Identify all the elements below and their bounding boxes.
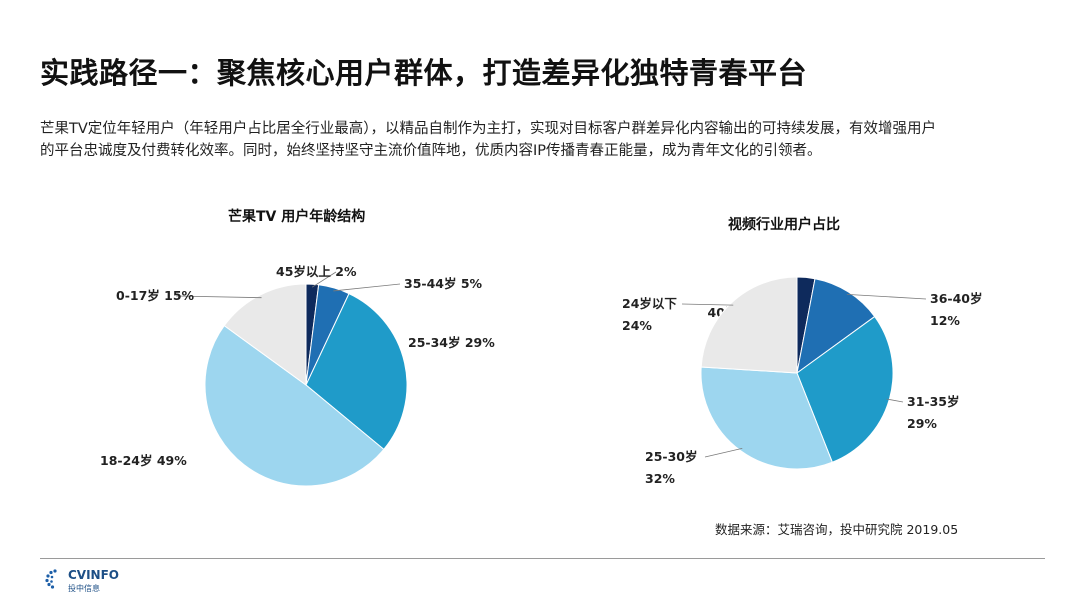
chart-2-label-3: 31-35岁 29% [907, 394, 959, 431]
chart-1-leader-2 [333, 283, 401, 292]
logo-subtitle: 投中信息 [68, 584, 100, 593]
chart-2-leader-2 [846, 293, 927, 300]
chart-2-slice-5 [700, 276, 798, 374]
logo-name: CVINFO [68, 568, 119, 582]
chart-2-slice-4 [700, 366, 833, 470]
footer-divider [40, 558, 1045, 559]
chart-1-slice-3 [305, 292, 408, 451]
chart-1-slice-4 [204, 324, 385, 487]
chart-2-title: 视频行业用户占比 [728, 217, 840, 233]
intro-line-2: 的平台忠诚度及付费转化效率。同时，始终坚持坚守主流价值阵地，优质内容IP传播青春… [40, 143, 822, 159]
chart-2-leader-4 [704, 447, 743, 458]
chart-1-label-3: 25-34岁 29% [408, 335, 495, 350]
data-source: 数据来源：艾瑞咨询，投中研究院 2019.05 [715, 522, 959, 537]
intro-paragraph: 芒果TV定位年轻用户（年轻用户占比居全行业最高），以精品自制作为主打，实现对目标… [40, 118, 1045, 162]
chart-1-label-1: 45岁以上 2% [276, 264, 357, 279]
chart-2-leader-3 [886, 398, 904, 403]
page-title: 实践路径一：聚焦核心用户群体，打造差异化独特青春平台 [40, 56, 808, 90]
chart-1-title: 芒果TV 用户年龄结构 [228, 209, 366, 225]
chart-1-leader-5 [175, 295, 262, 299]
chart-2-slice-2 [796, 278, 876, 375]
chart-2-label-5: 24岁以下 24% [622, 296, 677, 333]
chart-1-label-4: 18-24岁 49% [100, 453, 187, 468]
chart-1-leader-1 [311, 271, 337, 288]
chart-1-label-2: 35-44岁 5% [404, 276, 483, 291]
chart-2-label-4: 25-30岁 32% [645, 449, 697, 486]
logo-mark-icon [45, 569, 57, 589]
chart-1-slice-5 [223, 283, 307, 386]
chart-2-leader-5 [681, 303, 734, 306]
intro-line-1: 芒果TV定位年轻用户（年轻用户占比居全行业最高），以精品自制作为主打，实现对目标… [40, 121, 937, 137]
chart-2-label-2: 36-40岁 12% [930, 291, 982, 328]
cvinfo-logo: CVINFO 投中信息 [44, 568, 119, 594]
chart-1-label-5: 0-17岁 15% [116, 288, 195, 303]
